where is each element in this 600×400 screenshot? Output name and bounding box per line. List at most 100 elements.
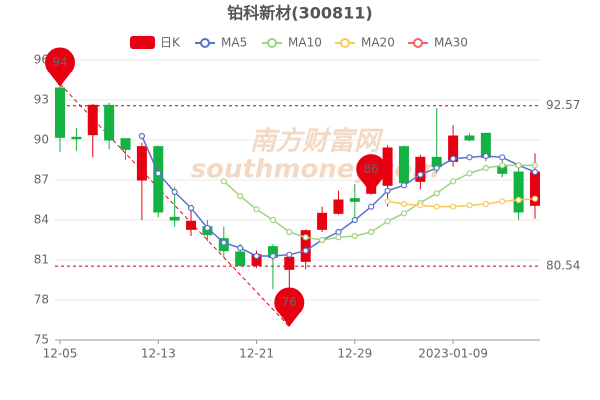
ma-point: [220, 178, 227, 185]
ma-point: [433, 203, 440, 210]
pin: [45, 47, 75, 87]
x-tick-label: 12-13: [141, 347, 176, 361]
ma-point: [302, 234, 309, 241]
ma-point: [417, 202, 424, 209]
y-tick-label: 78: [34, 293, 49, 307]
ma-point: [155, 170, 162, 177]
ma-point: [368, 203, 375, 210]
ma-point: [384, 187, 391, 194]
ma-point: [482, 164, 489, 172]
ma-point: [204, 224, 211, 232]
ma-point: [318, 236, 326, 244]
candle-body: [153, 146, 164, 213]
ma-point: [466, 202, 473, 209]
ma-point: [171, 188, 178, 196]
candle-body: [104, 104, 115, 141]
y-tick-label: 81: [34, 253, 49, 267]
y-tick-label: 90: [34, 133, 49, 147]
ma-point: [466, 170, 473, 177]
legend-label: MA10: [288, 36, 322, 50]
y-tick-label: 87: [34, 173, 49, 187]
ma-point: [450, 155, 457, 162]
legend-label: MA20: [361, 36, 395, 50]
ma-point: [482, 200, 489, 208]
pin-label: 76: [282, 295, 297, 309]
legend-swatch: [413, 38, 423, 48]
ma-point: [253, 252, 260, 260]
watermark: 南方财富网: [250, 127, 384, 157]
candle-body: [169, 216, 180, 221]
ma-point: [269, 252, 277, 260]
ma-point: [433, 164, 440, 172]
ma-point: [417, 171, 424, 178]
legend-swatch: [340, 38, 350, 48]
x-tick-label: 12-21: [239, 347, 274, 361]
candle-body: [398, 146, 409, 184]
ma-point: [499, 198, 506, 205]
ma-point: [400, 182, 408, 189]
ma-point: [450, 178, 457, 185]
legend-label: MA30: [434, 36, 468, 50]
pin: [356, 154, 387, 194]
legend-swatch: [200, 38, 210, 48]
ma-point: [400, 210, 408, 217]
candle-body: [120, 138, 131, 150]
ma-point: [220, 239, 227, 246]
candle-body: [464, 135, 475, 141]
ma-point: [286, 251, 293, 258]
y-tick-label: 84: [34, 213, 49, 227]
ma-point: [302, 247, 309, 254]
y-tick-label: 93: [34, 93, 49, 107]
legend-swatch: [130, 36, 155, 49]
ma-point: [499, 154, 506, 161]
ma-point: [531, 162, 539, 169]
reference-label: 92.57: [546, 98, 580, 112]
ma-point: [531, 195, 539, 202]
candle-body: [317, 212, 328, 230]
candle-body: [284, 256, 295, 270]
candle-body: [349, 198, 360, 202]
ma-point: [433, 190, 440, 197]
pin: [274, 287, 305, 327]
ma-point: [466, 154, 473, 161]
candle-body: [300, 230, 311, 262]
pin-label: 94: [52, 55, 67, 69]
candle-body: [415, 156, 426, 182]
ma-point: [531, 168, 539, 176]
ma-point: [515, 196, 522, 204]
ma-point: [499, 162, 506, 169]
candle-body: [235, 251, 246, 266]
ma-point: [482, 152, 489, 160]
ma-point: [515, 162, 522, 169]
ma-point: [351, 232, 358, 240]
ma-point: [286, 228, 293, 236]
candle-body: [136, 146, 147, 181]
ma-point: [351, 216, 358, 224]
ma-point: [269, 216, 277, 224]
ma-point: [187, 204, 195, 212]
x-tick-label: 2023-01-09: [418, 347, 488, 361]
ma-point: [335, 234, 342, 241]
candle-body: [71, 136, 82, 140]
ma-point: [384, 218, 391, 225]
x-tick-label: 12-05: [43, 347, 78, 361]
ma-point: [253, 206, 260, 213]
candle-body: [333, 199, 344, 214]
ma-point: [237, 244, 244, 252]
ma-point: [368, 228, 375, 236]
legend-swatch: [267, 38, 277, 48]
legend-label: 日K: [160, 36, 181, 50]
ma-point: [335, 228, 342, 236]
ma-point: [237, 192, 244, 200]
candle-body: [55, 87, 65, 138]
ma-point: [400, 200, 408, 208]
pin-label: 86: [364, 162, 379, 176]
legend-label: MA5: [221, 36, 247, 50]
ma-point: [450, 203, 457, 210]
chart-title: 铂科新材(300811): [227, 4, 372, 23]
candle-body: [186, 220, 197, 230]
candle-body: [87, 104, 98, 136]
ma-point: [384, 198, 391, 205]
reference-label: 80.54: [546, 259, 580, 273]
